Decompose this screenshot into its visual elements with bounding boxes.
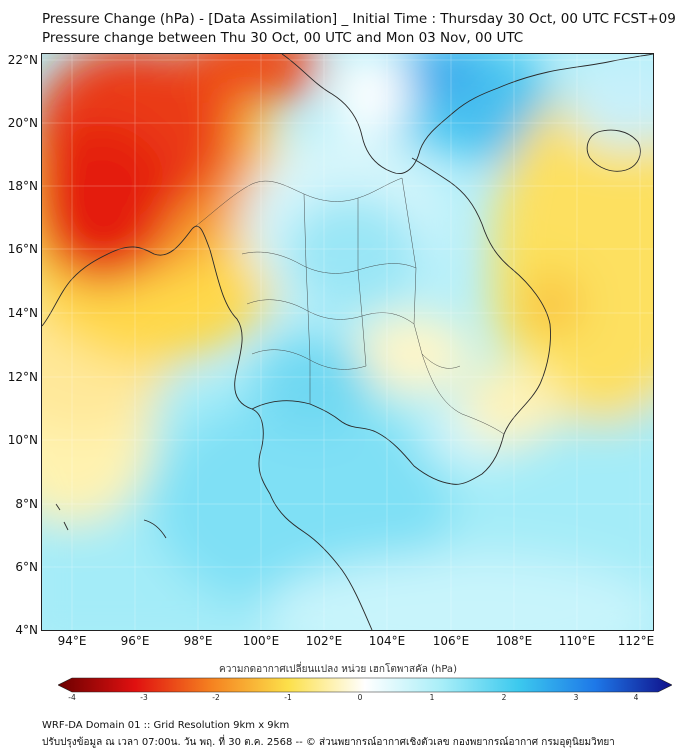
colorbar-tick: -4 bbox=[68, 693, 76, 702]
lon-label: 104°E bbox=[368, 634, 406, 648]
lon-label: 98°E bbox=[183, 634, 213, 648]
colorbar-tick: 0 bbox=[357, 693, 363, 702]
graticule bbox=[42, 54, 653, 630]
pressure-field bbox=[42, 54, 653, 630]
lon-label: 110°E bbox=[558, 634, 596, 648]
lat-label: 22°N bbox=[7, 53, 38, 67]
coastlines bbox=[42, 54, 653, 630]
admin-borders bbox=[191, 177, 505, 435]
lat-label: 12°N bbox=[7, 370, 38, 384]
pressure-change-map bbox=[41, 53, 654, 631]
colorbar-tick: 4 bbox=[633, 693, 639, 702]
colorbar-tick: -2 bbox=[212, 693, 220, 702]
lon-label: 106°E bbox=[432, 634, 470, 648]
lon-label: 94°E bbox=[57, 634, 87, 648]
lat-label: 6°N bbox=[15, 560, 38, 574]
lat-label: 16°N bbox=[7, 242, 38, 256]
map-title: Pressure Change (hPa) - [Data Assimilati… bbox=[42, 11, 676, 27]
lon-label: 96°E bbox=[120, 634, 150, 648]
lon-label: 108°E bbox=[495, 634, 533, 648]
colorbar-tick: -3 bbox=[140, 693, 148, 702]
colorbar-tick: 1 bbox=[429, 693, 435, 702]
colorbar-tick: 2 bbox=[501, 693, 507, 702]
lon-label: 100°E bbox=[242, 634, 280, 648]
lat-label: 10°N bbox=[7, 433, 38, 447]
lat-label: 14°N bbox=[7, 306, 38, 320]
lat-label: 8°N bbox=[15, 497, 38, 511]
colorbar-tick: -1 bbox=[284, 693, 292, 702]
footer-update-info: ปรับปรุงข้อมูล ณ เวลา 07:00น. วัน พฤ. ที… bbox=[42, 737, 615, 748]
map-subtitle: Pressure change between Thu 30 Oct, 00 U… bbox=[42, 30, 524, 46]
colorbar-tick: 3 bbox=[573, 693, 579, 702]
lat-label: 4°N bbox=[15, 623, 38, 637]
lat-label: 18°N bbox=[7, 179, 38, 193]
lon-label: 112°E bbox=[617, 634, 655, 648]
colorbar-title: ความกดอากาศเปลี่ยนแปลง หน่วย เฮกโตพาสคัล… bbox=[219, 664, 457, 675]
colorbar-bar bbox=[58, 677, 672, 693]
lon-label: 102°E bbox=[305, 634, 343, 648]
footer-model-info: WRF-DA Domain 01 :: Grid Resolution 9km … bbox=[42, 720, 290, 731]
colorbar bbox=[58, 677, 672, 693]
lat-label: 20°N bbox=[7, 116, 38, 130]
